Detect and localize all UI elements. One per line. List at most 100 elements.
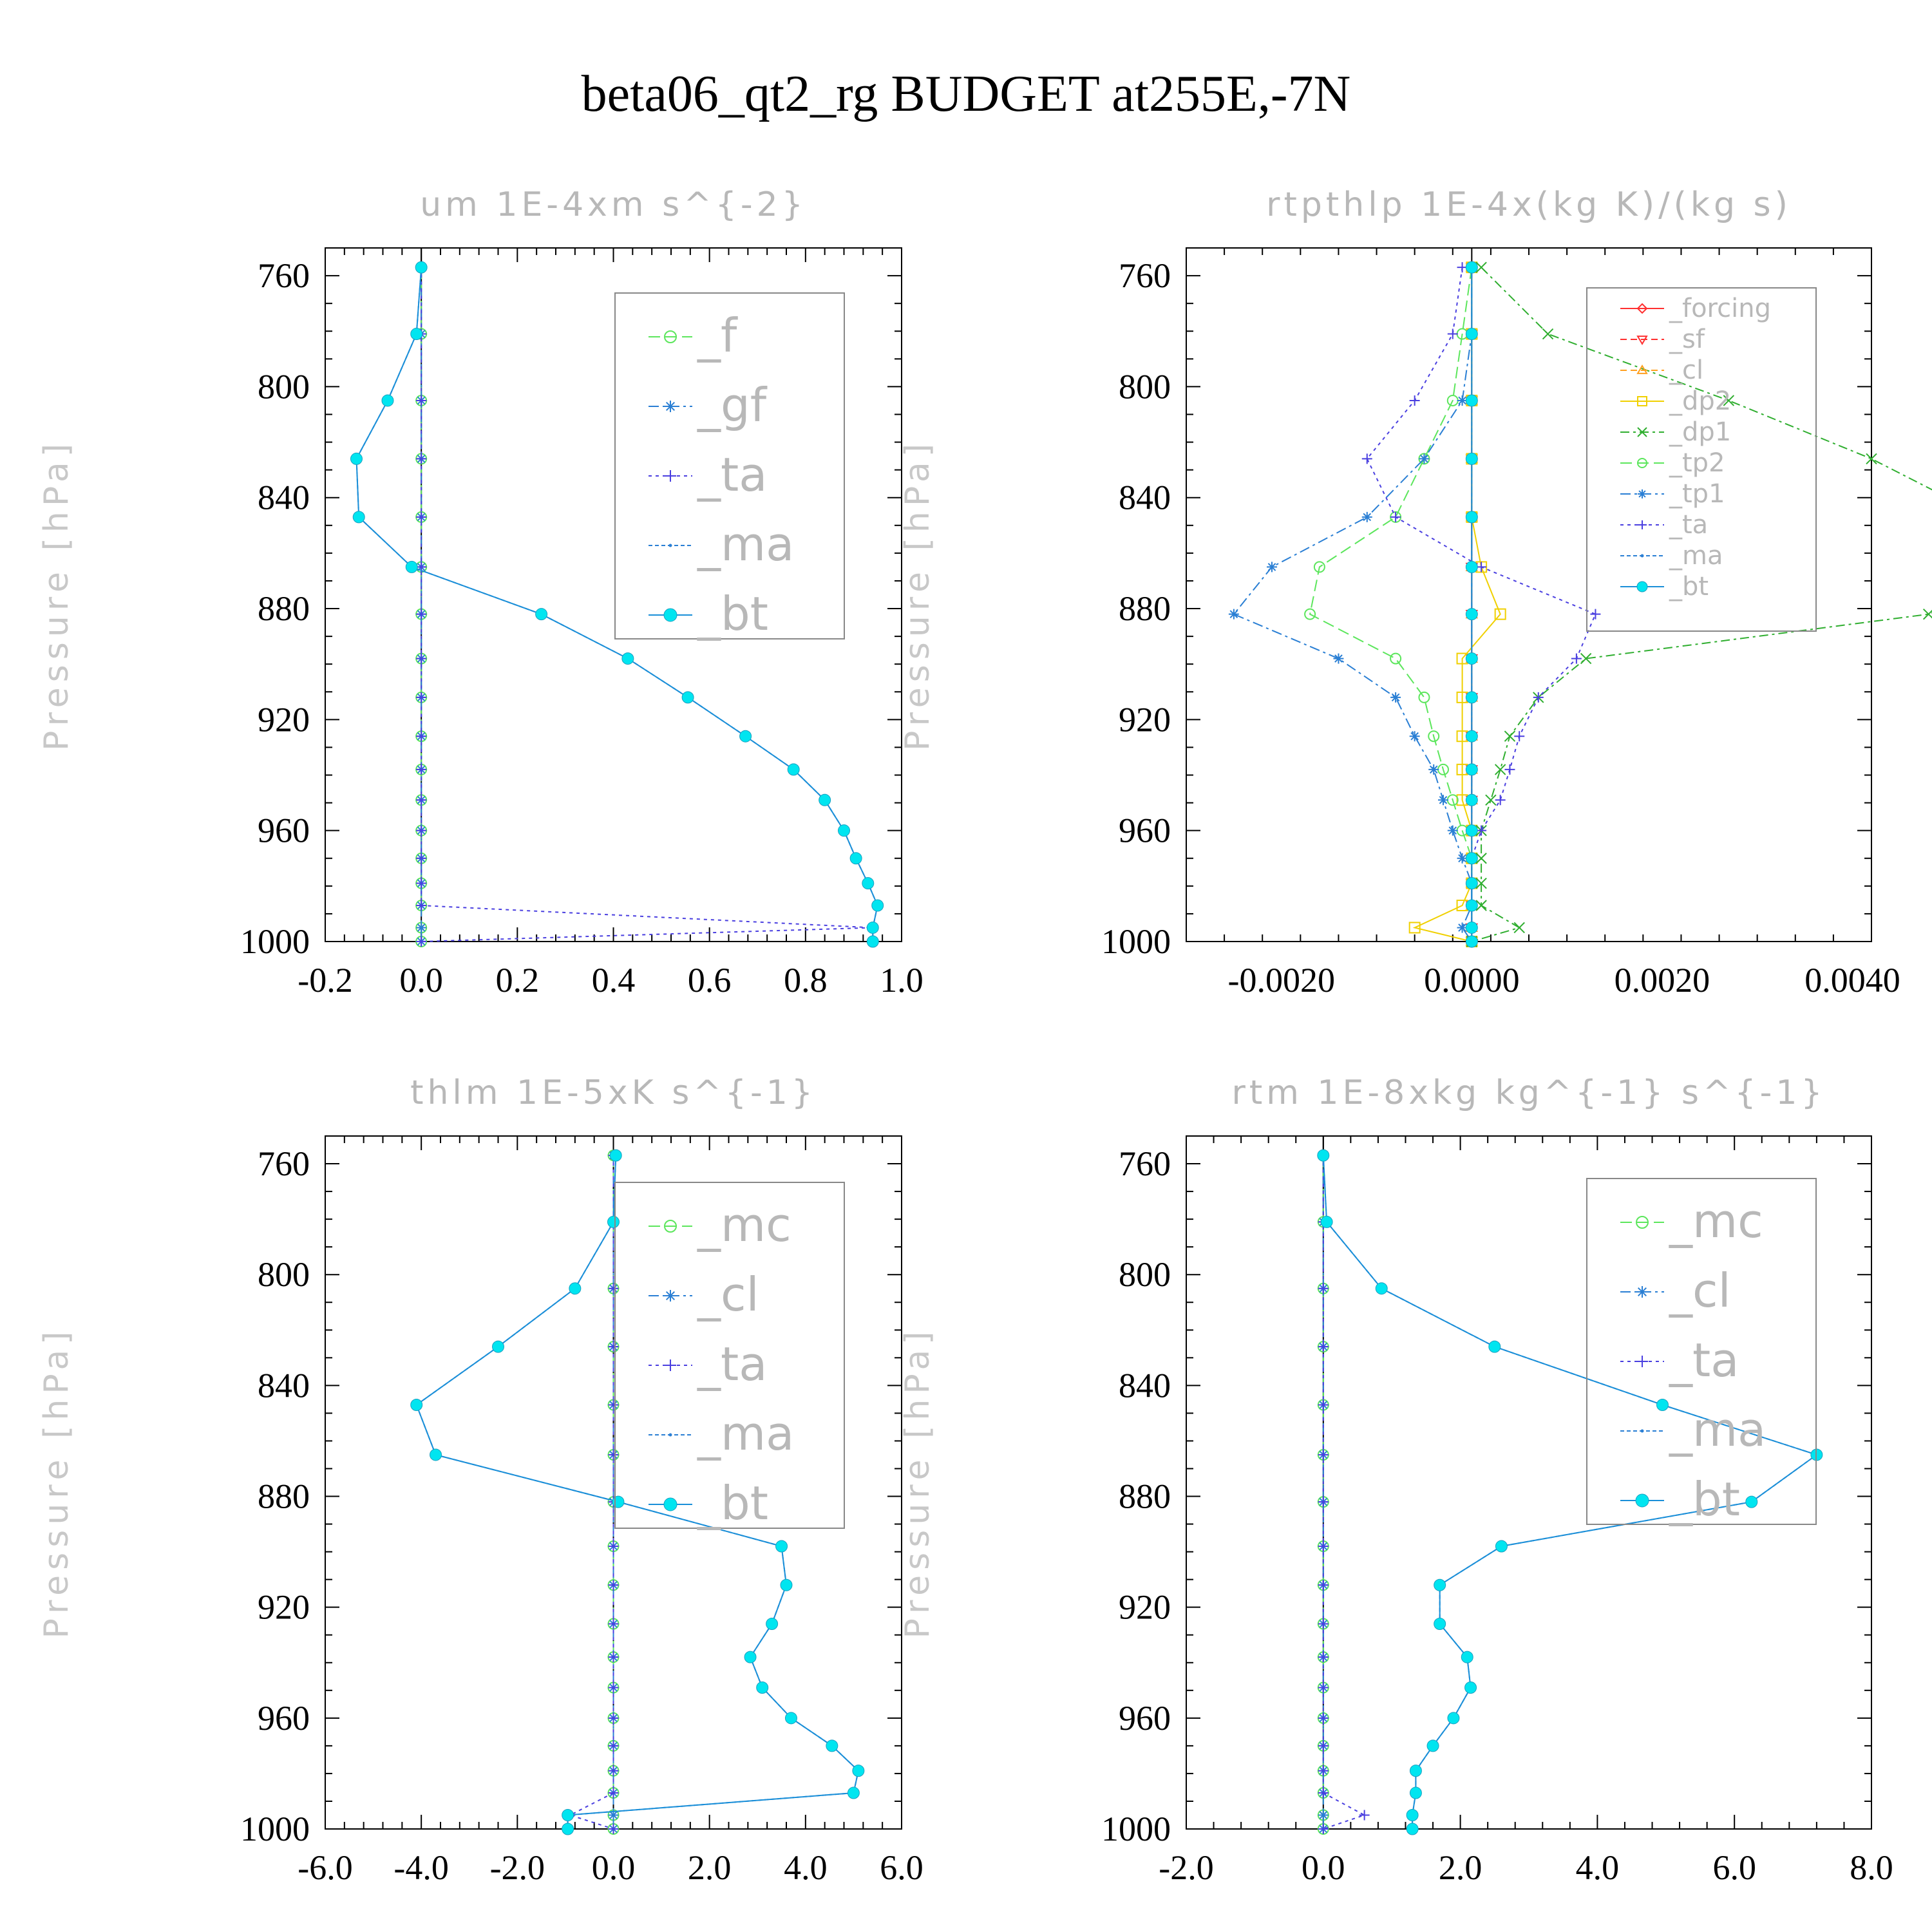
data-point [1408, 922, 1421, 934]
series-ma [415, 1153, 860, 1831]
data-point [1465, 261, 1478, 274]
x-tick-label: 6.0 [1712, 1848, 1756, 1887]
x-tick-label: 1.0 [880, 961, 923, 999]
legend-swatch-marker [1636, 581, 1648, 592]
series-bt [1465, 261, 1478, 948]
legend-item: _ma [649, 517, 794, 571]
series-bt [1317, 1149, 1823, 1835]
data-point [1475, 853, 1487, 864]
legend-label: _bt [1669, 1472, 1740, 1526]
x-tick-label: 2.0 [688, 1848, 732, 1887]
legend-box [614, 292, 845, 639]
data-point [1318, 1449, 1329, 1460]
data-point [766, 1618, 779, 1631]
legend-label: _gf [697, 378, 768, 432]
data-point [608, 1580, 619, 1591]
data-point [819, 793, 831, 806]
y-tick-label: 800 [1119, 1255, 1171, 1294]
y-tick-label: 760 [1119, 1144, 1171, 1183]
legend: _mc _cl _ta _ma _bt [614, 1182, 845, 1530]
data-point [1745, 1495, 1758, 1508]
y-tick-label: 880 [258, 589, 310, 628]
legend-item: _cl [1620, 1264, 1731, 1318]
legend-item: _ta [649, 1337, 767, 1391]
series-ma [354, 265, 880, 943]
x-tick-label: 4.0 [1576, 1848, 1620, 1887]
data-point [1465, 921, 1478, 934]
data-point [1461, 1651, 1473, 1663]
legend-swatch-marker [1636, 365, 1648, 374]
x-tick-label: -4.0 [393, 1848, 448, 1887]
data-point [1313, 561, 1325, 573]
data-point [1513, 922, 1525, 934]
figure-title: beta06_qt2_rg BUDGET at255E,-7N [582, 66, 1351, 122]
panels-group: um 1E-4xm s^{-2}7608008408809209601000-0… [37, 185, 1932, 1887]
legend-label: _bt [1669, 572, 1709, 601]
data-point [381, 394, 394, 407]
series-ta [416, 262, 878, 947]
data-point [1428, 764, 1439, 775]
data-point [1475, 877, 1487, 889]
plot-frame [325, 247, 902, 942]
data-point [1318, 1682, 1329, 1693]
data-point [607, 1215, 620, 1228]
x-tick-label: 0.0040 [1804, 961, 1900, 999]
data-point [608, 1765, 619, 1776]
legend-item: _bt [1620, 572, 1709, 601]
y-tick-label: 760 [1119, 256, 1171, 295]
x-tick-label: 0.2 [496, 961, 540, 999]
data-point [1465, 899, 1478, 912]
legend-box [1586, 1178, 1817, 1525]
data-point [847, 1786, 860, 1799]
data-point [1426, 1739, 1439, 1752]
data-point [430, 1448, 442, 1461]
legend-swatch-marker [668, 1433, 672, 1437]
data-point [608, 1540, 619, 1551]
data-point [1359, 1810, 1370, 1821]
data-point [1533, 692, 1544, 703]
data-point [1465, 935, 1478, 948]
series-ta [565, 1150, 619, 1834]
data-point [1494, 608, 1506, 620]
y-tick-label: 960 [258, 811, 310, 850]
data-point [1434, 1618, 1446, 1631]
data-point [608, 1682, 619, 1693]
data-point [350, 452, 363, 465]
data-point [416, 936, 427, 947]
series-line [1233, 267, 1473, 942]
data-point [608, 1824, 619, 1834]
y-tick-label: 840 [1119, 478, 1171, 517]
series-line [1322, 1155, 1819, 1829]
data-point [1465, 652, 1478, 665]
series-tp1 [1228, 262, 1477, 947]
y-tick-label: 920 [258, 1588, 310, 1627]
series-dp2 [1408, 261, 1506, 947]
y-tick-label: 760 [258, 256, 310, 295]
data-point [1447, 328, 1458, 339]
data-point [1438, 795, 1448, 806]
data-point [416, 900, 427, 911]
legend-swatch-marker [1640, 1429, 1644, 1433]
panel-title: thlm 1E-5xK s^{-1} [410, 1074, 817, 1112]
data-point [1465, 824, 1478, 837]
data-point [1485, 794, 1497, 806]
legend-swatch-marker [1638, 520, 1647, 529]
x-tick-label: 0.6 [688, 961, 732, 999]
legend-swatch-marker [664, 330, 677, 343]
legend-swatch-marker [665, 1290, 676, 1302]
legend-label: _cl [1669, 1264, 1731, 1318]
legend-label: _ma [697, 1406, 794, 1461]
legend-swatch-marker [1638, 489, 1647, 498]
legend-swatch-marker [1636, 1356, 1648, 1367]
data-point [1318, 1580, 1329, 1591]
legend-item: _f [649, 308, 738, 363]
x-tick-label: -0.0020 [1228, 961, 1335, 999]
legend-label: _mc [697, 1198, 791, 1252]
legend-swatch-marker [664, 1220, 677, 1233]
series-ta [1361, 262, 1601, 947]
x-tick-label: -2.0 [490, 1848, 545, 1887]
data-point [1418, 691, 1430, 703]
x-tick-label: 0.0000 [1424, 961, 1520, 999]
y-tick-label: 840 [258, 1366, 310, 1405]
